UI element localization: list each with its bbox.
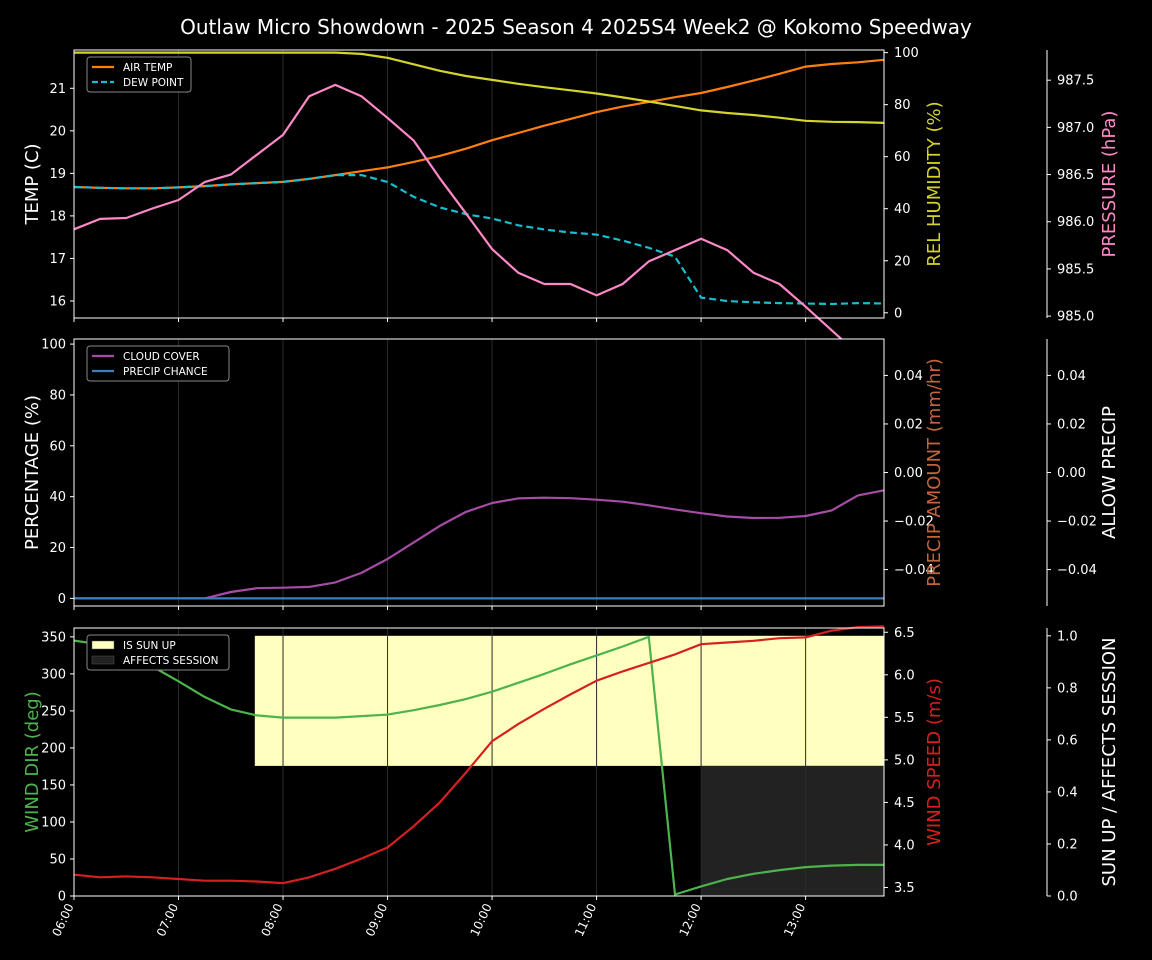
y-right2-axis-label: PRESSURE (hPa) bbox=[1099, 111, 1120, 258]
series-rel-humidity bbox=[74, 51, 885, 124]
y-tick-label: 50 bbox=[49, 852, 66, 867]
y-right2-tick-label: 985.5 bbox=[1057, 262, 1094, 277]
y-axis-label: WIND DIR (deg) bbox=[22, 691, 43, 833]
y-right-axis-label: REL HUMIDITY (%) bbox=[924, 101, 945, 266]
y-tick-label: 20 bbox=[49, 541, 66, 556]
y-right2-tick-label: 0.00 bbox=[1057, 466, 1086, 481]
series-dew-point bbox=[73, 174, 885, 306]
y-right-tick-label: 40 bbox=[894, 202, 911, 217]
y-tick-label: 19 bbox=[49, 167, 66, 182]
panel-precip: 0 20 40 60 80 100 0.04 0.02 0.00 −0.02 −0.04 0.04 0.… bbox=[22, 338, 1120, 610]
y-right2-tick-label: 1.0 bbox=[1057, 629, 1078, 644]
y-right2-tick-label: 0.02 bbox=[1057, 417, 1086, 432]
y-right-tick-label: −0.04 bbox=[894, 563, 934, 578]
y-tick-label: 20 bbox=[49, 124, 66, 139]
y-right-tick-label: 80 bbox=[894, 98, 911, 113]
y-tick-label: 40 bbox=[49, 490, 66, 505]
y-right-tick-label: 6.5 bbox=[894, 626, 915, 641]
legend-label: IS SUN UP bbox=[123, 640, 176, 652]
y-tick-label: 250 bbox=[41, 704, 66, 719]
chart-title: Outlaw Micro Showdown - 2025 Season 4 20… bbox=[180, 15, 972, 39]
y-right-tick-label: 100 bbox=[894, 46, 919, 61]
y-tick-label: 0 bbox=[58, 890, 66, 905]
y-right2-tick-label: 0.04 bbox=[1057, 369, 1086, 384]
y-right2-tick-label: −0.02 bbox=[1057, 515, 1097, 530]
legend-label: DEW POINT bbox=[123, 77, 184, 89]
y-right2-tick-label: 986.0 bbox=[1057, 215, 1094, 230]
y-right-tick-label: 0 bbox=[894, 306, 902, 321]
panel-frame bbox=[73, 49, 885, 319]
y-right-tick-label: 0.02 bbox=[894, 417, 923, 432]
y-right-tick-label: 3.5 bbox=[894, 881, 915, 896]
y-right2-tick-label: 985.0 bbox=[1057, 310, 1094, 325]
legend-swatch bbox=[91, 640, 115, 650]
y-right2-tick-label: 0.4 bbox=[1057, 785, 1078, 800]
y-right-tick-label: 60 bbox=[894, 150, 911, 165]
legend-label: PRECIP CHANCE bbox=[123, 366, 208, 378]
panel-area bbox=[74, 50, 884, 318]
area-affects-session bbox=[701, 765, 884, 896]
legend-box bbox=[86, 56, 192, 93]
panel-frame bbox=[73, 627, 885, 897]
y-right2-tick-label: 0.0 bbox=[1057, 890, 1078, 905]
y-right2-axis-label: ALLOW PRECIP bbox=[1099, 406, 1120, 539]
series-pressure bbox=[73, 83, 885, 367]
y-tick-label: 300 bbox=[41, 667, 66, 682]
legend-label: AFFECTS SESSION bbox=[123, 655, 219, 667]
series-wind-speed bbox=[73, 625, 885, 885]
y-tick-label: 350 bbox=[41, 630, 66, 645]
y-right2-tick-label: 0.8 bbox=[1057, 681, 1078, 696]
y-right2-tick-label: 987.5 bbox=[1057, 74, 1094, 89]
legend-box bbox=[86, 634, 230, 671]
y-right-axis-label: PRECIP AMOUNT (mm/hr) bbox=[924, 358, 945, 587]
series-wind-dir bbox=[73, 635, 884, 896]
legend: AIR TEMP DEW POINT bbox=[86, 56, 192, 93]
y-right-tick-label: 0.00 bbox=[894, 466, 923, 481]
y-tick-label: 21 bbox=[49, 82, 66, 97]
y-tick-label: 17 bbox=[49, 252, 66, 267]
legend-label: AIR TEMP bbox=[123, 62, 172, 74]
y-right2-axis-label: SUN UP / AFFECTS SESSION bbox=[1099, 637, 1120, 886]
y-right2-tick-label: −0.04 bbox=[1057, 563, 1097, 578]
y-tick-label: 150 bbox=[41, 778, 66, 793]
y-right2-tick-label: 986.5 bbox=[1057, 168, 1094, 183]
y-right-tick-label: −0.02 bbox=[894, 515, 934, 530]
y-tick-label: 16 bbox=[49, 294, 66, 309]
panel-area bbox=[74, 339, 884, 606]
y-tick-label: 0 bbox=[58, 592, 66, 607]
y-right2-tick-label: 987.0 bbox=[1057, 121, 1094, 136]
legend-label: CLOUD COVER bbox=[123, 351, 200, 363]
area-is-sun-up bbox=[254, 635, 885, 766]
y-tick-label: 80 bbox=[49, 388, 66, 403]
y-axis-label: PERCENTAGE (%) bbox=[22, 395, 43, 550]
y-tick-label: 18 bbox=[49, 209, 66, 224]
legend: IS SUN UP AFFECTS SESSION bbox=[86, 634, 230, 671]
legend-swatch bbox=[91, 655, 115, 665]
y-tick-label: 200 bbox=[41, 741, 66, 756]
y-right-tick-label: 5.5 bbox=[894, 711, 915, 726]
y-right-tick-label: 4.5 bbox=[894, 796, 915, 811]
y-right-tick-label: 4.0 bbox=[894, 838, 915, 853]
y-right-tick-label: 20 bbox=[894, 254, 911, 269]
legend-box bbox=[86, 345, 230, 382]
y-right-tick-label: 6.0 bbox=[894, 668, 915, 683]
y-right-tick-label: 0.04 bbox=[894, 369, 923, 384]
panel-wind: 0 50 100 150 200 250 300 350 3.5 4.0 4.5 5.0 5.5 6.0 6… bbox=[22, 625, 1120, 939]
legend: CLOUD COVER PRECIP CHANCE bbox=[86, 345, 230, 382]
y-tick-label: 100 bbox=[41, 815, 66, 830]
panel-temp: 16 17 18 19 20 21 0 20 40 60 80 100 985.0 985.5 986.0 9… bbox=[22, 46, 1120, 367]
y-tick-label: 100 bbox=[41, 338, 66, 353]
y-right-tick-label: 5.0 bbox=[894, 753, 915, 768]
y-right2-tick-label: 0.2 bbox=[1057, 837, 1078, 852]
y-right-axis-label: WIND SPEED (m/s) bbox=[924, 678, 945, 846]
y-axis-label: TEMP (C) bbox=[22, 143, 43, 225]
plot-layer: 16 17 18 19 20 21 0 20 40 60 80 100 985.0 985.5 986.0 9… bbox=[22, 46, 1120, 939]
y-right2-tick-label: 0.6 bbox=[1057, 733, 1078, 748]
y-tick-label: 60 bbox=[49, 439, 66, 454]
